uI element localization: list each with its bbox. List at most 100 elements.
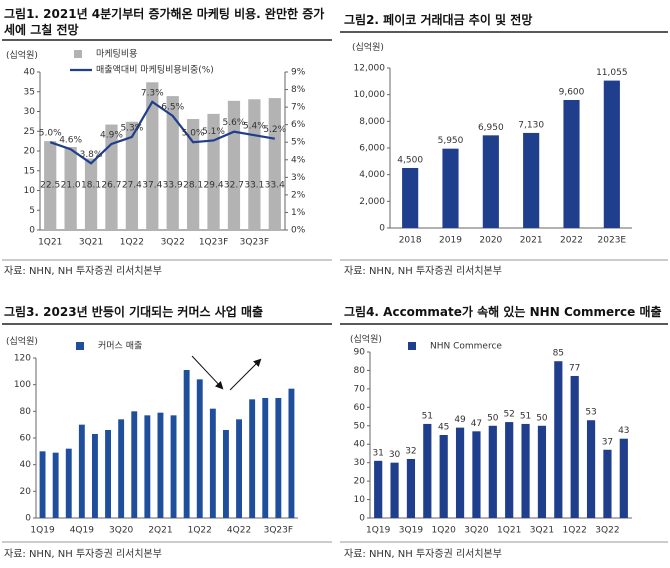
x-tick-label: 1Q23F bbox=[199, 238, 228, 248]
y-tick-label: 6,000 bbox=[359, 144, 385, 154]
source: 자료: NHN, NH 투자증권 리서치본부 bbox=[4, 549, 162, 560]
x-tick-label: 3Q21 bbox=[79, 238, 103, 248]
data-label: 50 bbox=[536, 413, 548, 423]
bar bbox=[64, 147, 77, 230]
y-tick-label: 40 bbox=[20, 460, 32, 470]
x-tick-label: 2020 bbox=[479, 236, 502, 246]
data-label: 4.9% bbox=[100, 130, 123, 140]
legend-label: 마케팅비용 bbox=[96, 49, 137, 60]
bar bbox=[423, 423, 432, 518]
data-label: 29.4 bbox=[204, 181, 224, 191]
x-tick-label: 3Q23F bbox=[264, 526, 293, 536]
x-tick-label: 3Q20 bbox=[109, 526, 134, 536]
data-label: 47 bbox=[471, 419, 482, 429]
data-label: 45 bbox=[438, 423, 449, 433]
bar bbox=[236, 419, 242, 518]
bar bbox=[157, 412, 164, 518]
x-tick-label: 3Q21 bbox=[530, 526, 554, 536]
unit-label: (십억원) bbox=[352, 43, 384, 53]
y-tick-label: 20 bbox=[24, 147, 36, 157]
x-tick-label: 4Q22 bbox=[227, 526, 251, 536]
legend-label: 매출액대비 마케팅비용비중(%) bbox=[96, 64, 214, 76]
data-label: 31 bbox=[372, 448, 383, 458]
y-tick-label: 40 bbox=[24, 68, 36, 78]
data-label: 9,600 bbox=[559, 88, 585, 98]
bar bbox=[442, 148, 459, 228]
data-label: 6,950 bbox=[478, 123, 504, 133]
y-tick-label: 70 bbox=[354, 384, 366, 394]
bar bbox=[183, 370, 190, 518]
y-tick-label: 20 bbox=[20, 487, 32, 497]
data-label: 32 bbox=[405, 446, 416, 456]
x-tick-label: 1Q22 bbox=[120, 238, 144, 248]
bar bbox=[472, 431, 481, 518]
data-label: 5.4% bbox=[243, 122, 266, 132]
y-tick-label: 40 bbox=[354, 440, 366, 450]
legend-label: 커머스 매출 bbox=[98, 341, 142, 352]
x-tick-label: 3Q23F bbox=[240, 238, 269, 248]
bar bbox=[570, 375, 579, 518]
unit-label: (십억원) bbox=[6, 337, 38, 347]
bar bbox=[402, 168, 419, 228]
data-label: 5.2% bbox=[263, 125, 286, 135]
bar bbox=[262, 398, 269, 518]
data-label: 27.4 bbox=[122, 181, 142, 191]
y-tick-label: 0 bbox=[359, 514, 365, 524]
data-label: 18.1 bbox=[81, 181, 101, 191]
data-label: 37.4 bbox=[142, 181, 162, 191]
bar bbox=[488, 425, 497, 518]
x-tick-label: 1Q19 bbox=[366, 526, 391, 536]
y-tick-label: 10,000 bbox=[354, 90, 386, 100]
bar bbox=[84, 158, 98, 230]
y-tick-label: 4,000 bbox=[359, 170, 385, 180]
y-tick-label: 60 bbox=[20, 434, 32, 444]
data-label: 26.7 bbox=[101, 181, 121, 191]
y2-tick-label: 6% bbox=[291, 120, 306, 130]
y-tick-label: 10 bbox=[24, 186, 36, 196]
bar bbox=[146, 82, 159, 231]
bar bbox=[619, 438, 628, 518]
bar bbox=[223, 430, 229, 518]
bar bbox=[187, 119, 200, 230]
bar bbox=[482, 135, 499, 228]
x-tick-label: 1Q21 bbox=[38, 238, 62, 248]
data-label: 7.3% bbox=[141, 88, 164, 98]
y-tick-label: 80 bbox=[354, 366, 366, 376]
bar bbox=[586, 420, 596, 518]
data-label: 30 bbox=[389, 450, 401, 460]
y2-tick-label: 0% bbox=[291, 226, 306, 236]
data-label: 5.0% bbox=[182, 129, 205, 139]
y-tick-label: 120 bbox=[14, 354, 31, 364]
bar bbox=[439, 435, 448, 518]
x-tick-label: 2021 bbox=[520, 236, 543, 246]
data-label: 22.5 bbox=[40, 181, 60, 191]
data-label: 11,055 bbox=[596, 68, 628, 78]
legend-swatch bbox=[74, 50, 82, 58]
x-tick-label: 2023E bbox=[598, 236, 627, 246]
bar bbox=[288, 388, 295, 518]
y-tick-label: 5 bbox=[29, 206, 35, 216]
data-label: 21.0 bbox=[61, 181, 81, 191]
bar bbox=[406, 458, 416, 518]
y-tick-label: 2,000 bbox=[359, 197, 385, 207]
x-tick-label: 1Q19 bbox=[30, 526, 55, 536]
x-tick-label: 3Q22 bbox=[161, 238, 185, 248]
data-label: 3.8% bbox=[80, 150, 103, 160]
x-tick-label: 2022 bbox=[560, 236, 583, 246]
x-tick-label: 3Q22 bbox=[595, 526, 619, 536]
bar bbox=[390, 462, 399, 518]
bar bbox=[78, 424, 85, 518]
data-label: 28.1 bbox=[183, 181, 203, 191]
data-label: 85 bbox=[553, 349, 564, 359]
data-label: 49 bbox=[454, 415, 466, 425]
bar bbox=[125, 121, 138, 230]
y-tick-label: 30 bbox=[354, 458, 366, 468]
bar bbox=[209, 408, 216, 518]
data-label: 43 bbox=[618, 426, 629, 436]
y2-tick-label: 3% bbox=[291, 173, 306, 183]
x-tick-label: 4Q19 bbox=[70, 526, 95, 536]
y-tick-label: 30 bbox=[24, 107, 36, 117]
bar bbox=[275, 398, 282, 518]
data-label: 5,950 bbox=[438, 136, 464, 146]
